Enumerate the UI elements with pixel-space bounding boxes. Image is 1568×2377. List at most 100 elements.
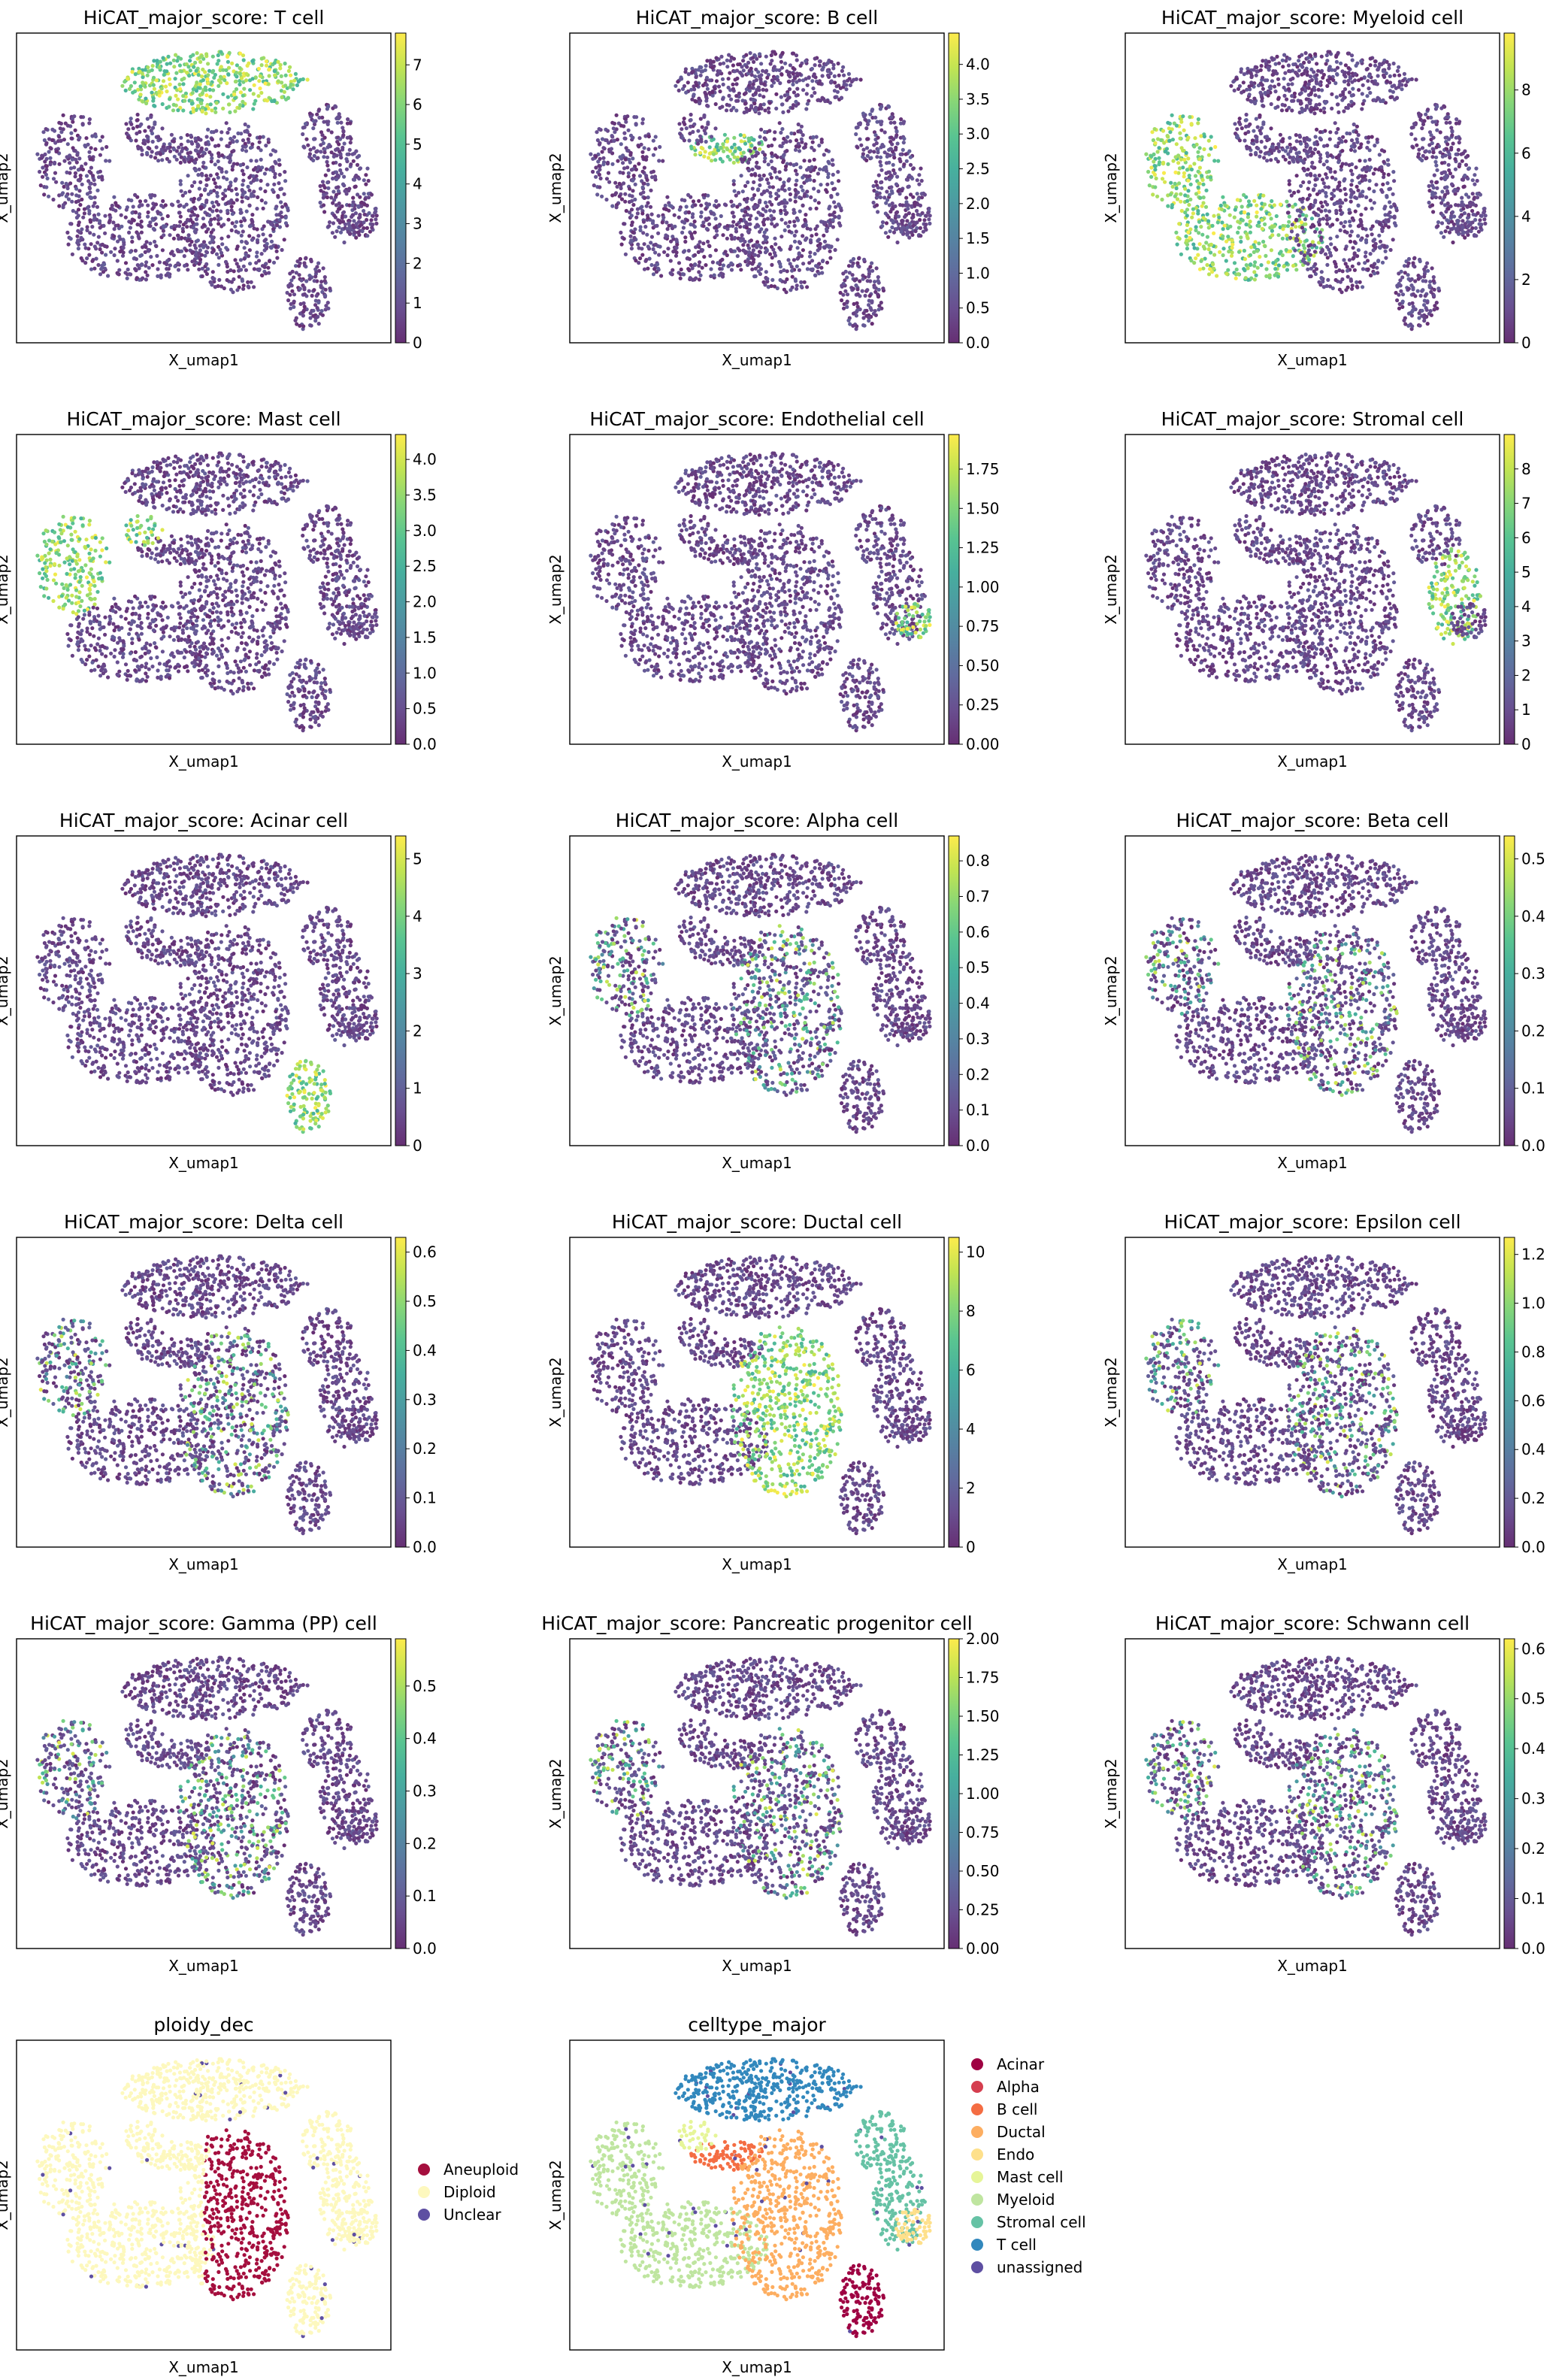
data-point — [904, 153, 908, 156]
data-point — [221, 92, 225, 96]
data-point — [764, 270, 768, 274]
data-point — [67, 243, 71, 247]
data-point — [888, 153, 891, 157]
data-point — [362, 192, 366, 195]
data-point — [772, 210, 776, 213]
data-point — [365, 226, 369, 230]
data-point — [336, 174, 340, 177]
data-point — [722, 62, 725, 65]
data-point — [104, 145, 108, 149]
data-point — [358, 213, 362, 217]
data-point — [643, 225, 647, 229]
data-point — [914, 229, 918, 233]
data-point — [717, 203, 721, 207]
data-point — [840, 208, 843, 212]
data-point — [312, 288, 316, 292]
data-point — [744, 107, 748, 111]
data-point — [248, 204, 252, 207]
data-point — [760, 192, 764, 196]
data-point — [265, 168, 268, 171]
data-point — [209, 223, 213, 226]
data-point — [256, 241, 259, 244]
data-point — [143, 129, 147, 133]
data-point — [268, 259, 271, 263]
data-point — [689, 118, 693, 122]
data-point — [198, 186, 201, 190]
data-point — [895, 210, 899, 214]
data-point — [274, 213, 278, 217]
data-point — [80, 198, 83, 201]
data-point — [897, 214, 901, 218]
data-point — [707, 202, 711, 206]
data-point — [200, 205, 204, 209]
data-point — [186, 157, 189, 161]
data-point — [186, 218, 189, 222]
data-point — [162, 233, 165, 237]
data-point — [624, 158, 628, 162]
data-point — [93, 244, 97, 248]
data-point — [886, 235, 890, 239]
data-point — [98, 247, 102, 251]
data-point — [638, 229, 642, 232]
data-point — [179, 57, 183, 61]
data-point — [691, 70, 695, 74]
data-point — [212, 76, 216, 80]
data-point — [877, 288, 881, 292]
data-point — [798, 210, 802, 213]
data-point — [192, 206, 196, 210]
data-point — [733, 69, 737, 73]
data-point — [683, 235, 687, 239]
data-point — [877, 304, 881, 307]
data-point — [725, 253, 729, 257]
data-point — [148, 241, 152, 245]
data-point — [198, 83, 202, 86]
data-point — [821, 259, 825, 263]
data-point — [280, 74, 283, 78]
data-point — [231, 290, 235, 294]
data-point — [727, 53, 731, 57]
data-point — [806, 102, 810, 106]
data-point — [172, 59, 176, 62]
data-point — [630, 168, 634, 171]
data-point — [761, 213, 764, 217]
data-point — [758, 201, 761, 204]
data-point — [245, 210, 249, 213]
data-point — [342, 175, 346, 179]
data-point — [693, 203, 697, 207]
data-point — [828, 213, 831, 217]
data-point — [810, 146, 813, 150]
data-point — [243, 218, 247, 222]
data-point — [331, 161, 335, 165]
data-point — [864, 159, 868, 162]
data-point — [792, 163, 796, 167]
data-point — [80, 259, 84, 262]
data-point — [107, 220, 111, 224]
data-point — [722, 83, 725, 86]
data-point — [275, 256, 279, 260]
data-point — [796, 246, 800, 250]
data-point — [187, 233, 191, 237]
data-point — [69, 132, 73, 135]
data-point — [270, 99, 274, 103]
data-point — [226, 73, 230, 77]
data-point — [683, 70, 687, 74]
data-point — [298, 273, 301, 277]
data-point — [713, 274, 716, 277]
data-point — [665, 235, 669, 238]
data-point — [610, 204, 614, 208]
data-point — [241, 148, 244, 152]
data-point — [811, 141, 815, 144]
data-point — [331, 231, 334, 235]
data-point — [770, 152, 773, 156]
data-point — [610, 135, 614, 138]
data-point — [77, 136, 81, 140]
data-point — [778, 177, 782, 181]
data-point — [884, 231, 888, 235]
data-point — [182, 158, 186, 162]
data-point — [706, 87, 710, 91]
data-point — [774, 192, 778, 195]
data-point — [284, 221, 288, 225]
data-point — [260, 274, 264, 277]
data-point — [139, 92, 143, 96]
data-point — [815, 232, 819, 236]
